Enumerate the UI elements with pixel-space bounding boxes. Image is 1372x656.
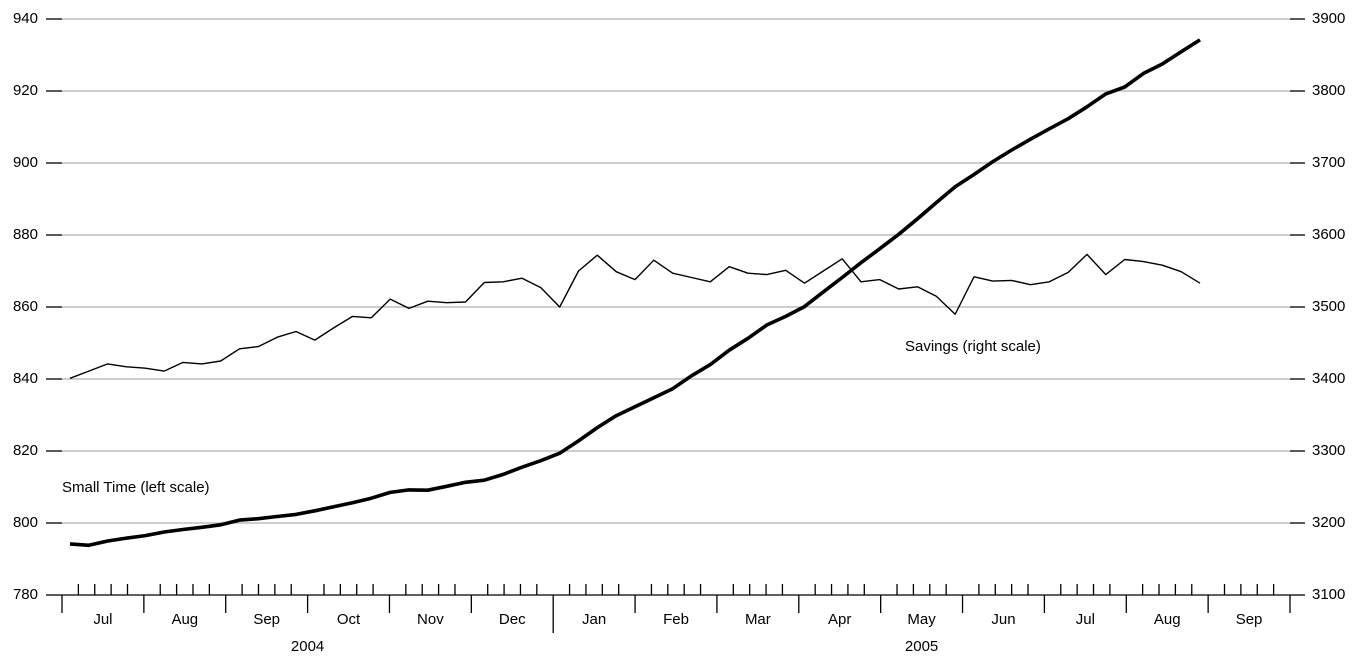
y-tick-label: 840 [13, 370, 38, 387]
x-tick-label: Jul [1076, 611, 1095, 628]
x-tick-label: Dec [499, 611, 526, 628]
y2-tick-label: 3900 [1312, 10, 1345, 27]
y-tick-label: 900 [13, 154, 38, 171]
series-line [69, 253, 1201, 379]
y-tick-label: 780 [13, 586, 38, 603]
annotation: Small Time (left scale) [62, 479, 210, 496]
y-tick-label: 940 [13, 10, 38, 27]
x-tick-label: Aug [1154, 611, 1181, 628]
series-line [69, 38, 1201, 548]
x-tick-label: Sep [253, 611, 280, 628]
x-tick-label: Jun [991, 611, 1015, 628]
y2-tick-label: 3300 [1312, 442, 1345, 459]
annotation: Savings (right scale) [905, 338, 1041, 355]
y-tick-label: 820 [13, 442, 38, 459]
y-tick-label: 880 [13, 226, 38, 243]
y2-tick-label: 3400 [1312, 370, 1345, 387]
y2-tick-label: 3200 [1312, 514, 1345, 531]
x-tick-label: Aug [171, 611, 198, 628]
x-tick-label: Feb [663, 611, 689, 628]
x-tick-label: Oct [337, 611, 361, 628]
x-group-label: 2005 [905, 638, 938, 655]
y2-tick-label: 3800 [1312, 82, 1345, 99]
x-tick-label: May [907, 611, 936, 628]
y-tick-label: 920 [13, 82, 38, 99]
x-tick-label: Mar [745, 611, 771, 628]
x-group-label: 2004 [291, 638, 324, 655]
y2-tick-label: 3600 [1312, 226, 1345, 243]
x-tick-label: Jul [93, 611, 112, 628]
x-tick-label: Jan [582, 611, 606, 628]
y2-tick-label: 3700 [1312, 154, 1345, 171]
x-tick-label: Sep [1236, 611, 1263, 628]
y2-tick-label: 3500 [1312, 298, 1345, 315]
x-tick-label: Nov [417, 611, 444, 628]
x-tick-label: Apr [828, 611, 851, 628]
y-tick-label: 860 [13, 298, 38, 315]
y2-tick-label: 3100 [1312, 586, 1345, 603]
y-tick-label: 800 [13, 514, 38, 531]
